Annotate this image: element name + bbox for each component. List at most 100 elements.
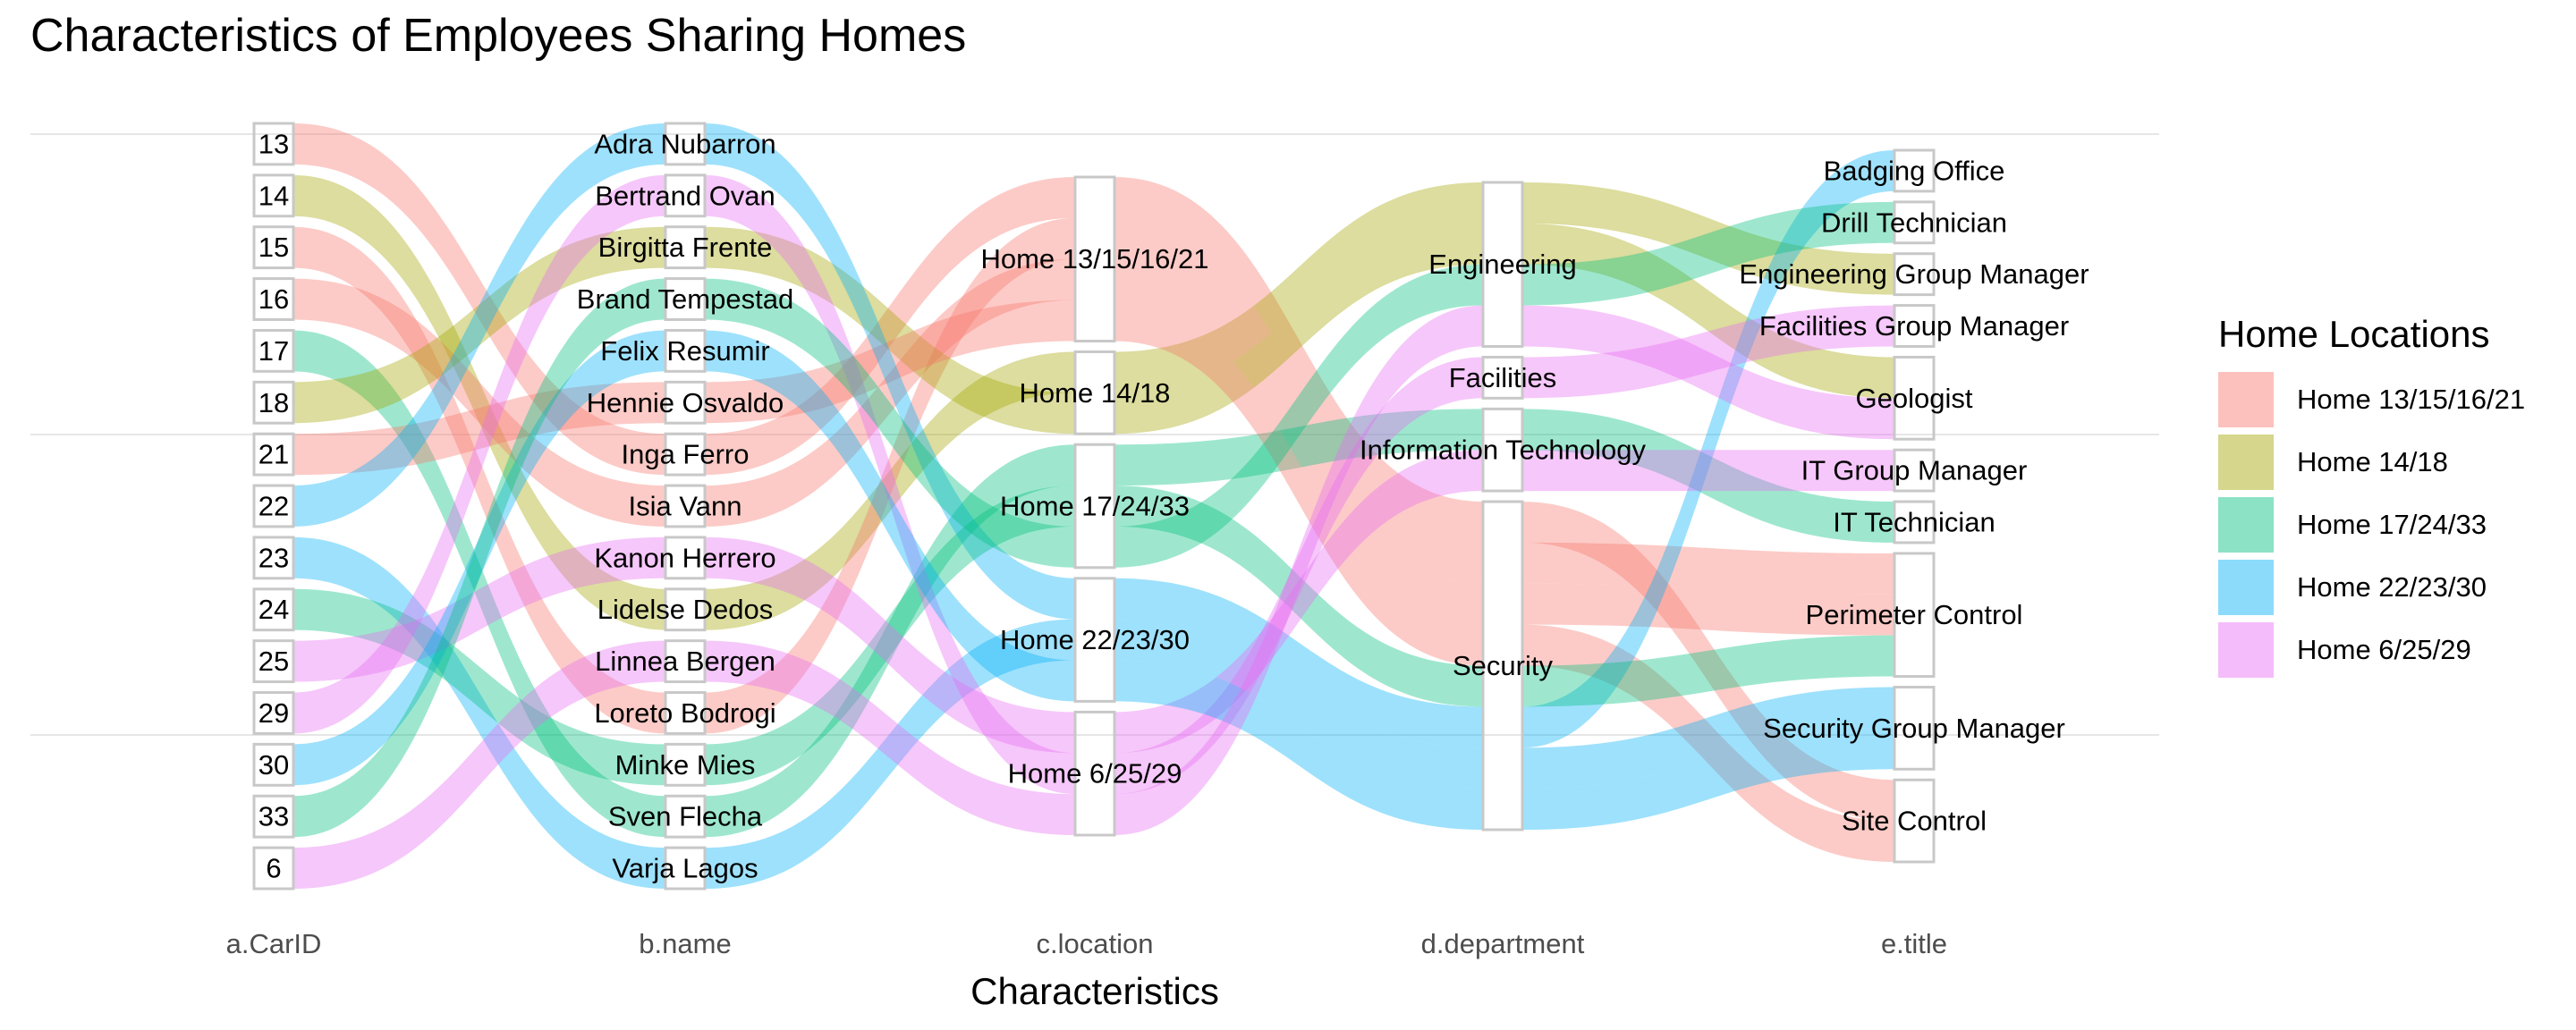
flow-21-department-to-title <box>1522 624 1894 862</box>
stratum-label-it-group-manager: IT Group Manager <box>1801 455 2028 486</box>
stratum-label-17: 17 <box>258 335 289 367</box>
stratum-label-30: 30 <box>258 749 289 781</box>
stratum-box-21 <box>252 432 295 477</box>
stratum-label-home-22-23-30: Home 22/23/30 <box>1000 624 1190 655</box>
stratum-label-linnea-bergen: Linnea Bergen <box>595 646 775 677</box>
flow-30-location-to-department <box>1114 660 1483 830</box>
stratum-label-security: Security <box>1453 650 1553 681</box>
stratum-label-24: 24 <box>258 594 289 625</box>
legend-swatch-home-17-24-33 <box>2218 497 2274 553</box>
stratum-label-16: 16 <box>258 283 289 315</box>
stratum-label-perimeter-control: Perimeter Control <box>1806 599 2023 630</box>
stratum-box-it-technician <box>1893 500 1936 545</box>
stratum-box-home-22-23-30 <box>1073 577 1116 703</box>
stratum-box-varja-lagos <box>664 846 707 891</box>
stratum-box-home-17-24-33 <box>1073 443 1116 570</box>
flow-6-department-to-title <box>1522 305 1894 440</box>
strata: 13 14 15 16 17 18 21 22 23 24 25 29 30 33 6 Adra Nubarr… <box>252 122 2089 891</box>
flow-15-department-to-title <box>1522 542 1894 595</box>
stratum-label-loreto-bodrogi: Loreto Bodrogi <box>594 697 775 729</box>
stratum-box-30 <box>252 742 295 787</box>
x-tick-label-c-location: c.location <box>1037 928 1154 959</box>
stratum-box-security-group-manager <box>1893 686 1936 771</box>
stratum-box-lidelse-dedos <box>664 587 707 632</box>
stratum-label-information-technology: Information Technology <box>1360 435 1646 466</box>
flow-33-car-to-name <box>293 278 665 838</box>
stratum-label-security-group-manager: Security Group Manager <box>1763 713 2065 744</box>
stratum-label-badging-office: Badging Office <box>1824 155 2005 186</box>
flow-24-department-to-title <box>1522 635 1894 707</box>
stratum-box-facilities <box>1481 355 1524 400</box>
flow-14-department-to-title <box>1522 182 1894 295</box>
flow-23-location-to-department <box>1114 619 1483 789</box>
stratum-label-18: 18 <box>258 387 289 418</box>
flow-33-department-to-title <box>1522 201 1894 306</box>
flow-17-department-to-title <box>1522 409 1894 543</box>
flow-33-name-to-location <box>705 278 1075 568</box>
flow-23-car-to-name <box>293 536 665 889</box>
stratum-box-15 <box>252 225 295 270</box>
stratum-box-drill-technician <box>1893 200 1936 245</box>
flow-18-name-to-location <box>705 226 1075 435</box>
stratum-label-lidelse-dedos: Lidelse Dedos <box>597 594 773 625</box>
flow-18-car-to-name <box>293 226 665 424</box>
legend-label-home-6-25-29: Home 6/25/29 <box>2297 634 2471 665</box>
stratum-box-engineering <box>1481 181 1524 348</box>
flow-21-car-to-name <box>293 382 665 476</box>
flow-14-name-to-location <box>705 351 1075 630</box>
stratum-label-inga-ferro: Inga Ferro <box>621 439 749 470</box>
stratum-box-information-technology <box>1481 407 1524 493</box>
stratum-box-site-control <box>1893 778 1936 864</box>
flow-16-department-to-title <box>1522 583 1894 636</box>
stratum-box-bertrand-ovan <box>664 173 707 218</box>
flow-25-department-to-title <box>1522 450 1894 492</box>
stratum-label-site-control: Site Control <box>1842 806 1987 837</box>
stratum-box-33 <box>252 794 295 839</box>
stratum-box-sven-flecha <box>664 794 707 839</box>
x-tick-label-a-carid: a.CarID <box>226 928 322 959</box>
stratum-label-bertrand-ovan: Bertrand Ovan <box>595 180 775 211</box>
flow-22-department-to-title <box>1522 150 1894 748</box>
stratum-box-hennie-osvaldo <box>664 380 707 425</box>
stratum-box-home-6-25-29 <box>1073 710 1116 837</box>
stratum-box-inga-ferro <box>664 432 707 477</box>
legend-label-home-13-15-16-21: Home 13/15/16/21 <box>2297 384 2526 415</box>
legend-label-home-14-18: Home 14/18 <box>2297 446 2448 477</box>
flow-18-location-to-department <box>1114 223 1483 435</box>
stratum-label-23: 23 <box>258 542 289 573</box>
stratum-label-varja-lagos: Varja Lagos <box>612 853 758 884</box>
flow-16-car-to-name <box>293 278 665 527</box>
stratum-box-engineering-group-manager <box>1893 252 1936 297</box>
stratum-box-kanon-herrero <box>664 536 707 580</box>
stratum-box-perimeter-control <box>1893 552 1936 679</box>
legend-swatch-home-13-15-16-21 <box>2218 372 2274 427</box>
flow-29-name-to-location <box>705 174 1075 795</box>
legend-item-home-13-15-16-21: Home 13/15/16/21 <box>2218 368 2525 431</box>
flow-17-location-to-department <box>1114 409 1483 486</box>
legend: Home Locations Home 13/15/16/21 Home 14/1… <box>2218 313 2525 681</box>
flow-17-name-to-location <box>705 444 1075 838</box>
stratum-label-25: 25 <box>258 646 289 677</box>
legend-item-home-6-25-29: Home 6/25/29 <box>2218 619 2525 681</box>
stratum-label-facilities: Facilities <box>1449 362 1557 393</box>
stratum-label-engineering: Engineering <box>1428 249 1576 280</box>
flow-23-name-to-location <box>705 619 1075 889</box>
x-tick-label-b-name: b.name <box>639 928 731 959</box>
stratum-box-16 <box>252 277 295 321</box>
chart-title: Characteristics of Employees Sharing Hom… <box>30 10 967 62</box>
stratum-label-33: 33 <box>258 801 289 832</box>
flow-13-car-to-name <box>293 123 665 476</box>
stratum-label-drill-technician: Drill Technician <box>1821 207 2007 238</box>
legend-items: Home 13/15/16/21 Home 14/18 Home 17/24/33 H… <box>2218 368 2525 681</box>
stratum-label-15: 15 <box>258 232 289 263</box>
stratum-label-hennie-osvaldo: Hennie Osvaldo <box>587 387 784 418</box>
stratum-label-home-14-18: Home 14/18 <box>1020 377 1171 409</box>
stratum-box-security <box>1481 500 1524 832</box>
stratum-label-13: 13 <box>258 128 289 159</box>
stratum-label-birgitta-frente: Birgitta Frente <box>598 232 773 263</box>
flow-25-car-to-name <box>293 536 665 682</box>
flow-15-name-to-location <box>705 217 1075 734</box>
stratum-box-17 <box>252 328 295 373</box>
x-axis-ticks: a.CarID b.name c.location d.department e.tit… <box>226 928 1947 959</box>
